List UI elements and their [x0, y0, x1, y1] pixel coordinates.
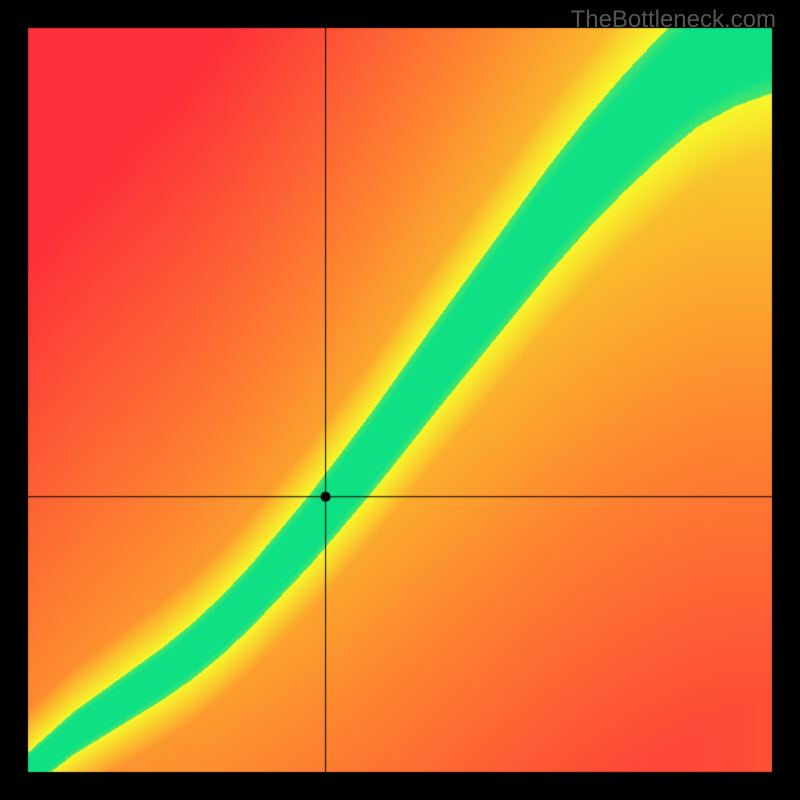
- bottleneck-heatmap: [0, 0, 800, 800]
- chart-container: TheBottleneck.com: [0, 0, 800, 800]
- watermark-text: TheBottleneck.com: [571, 6, 776, 34]
